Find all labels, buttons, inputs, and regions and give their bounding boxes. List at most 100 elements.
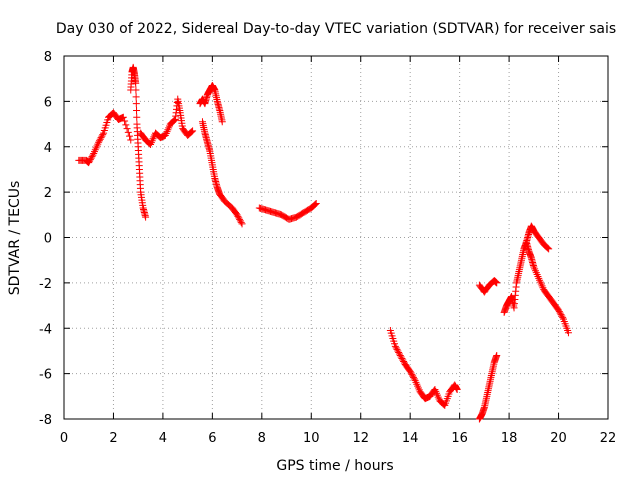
- series-segment-9: [475, 277, 501, 296]
- data-point: [86, 157, 94, 165]
- series-segment-8: [475, 351, 501, 423]
- data-point: [170, 117, 178, 125]
- data-point: [238, 220, 246, 228]
- data-point: [236, 217, 244, 225]
- series-segment-2: [127, 63, 150, 221]
- data-point: [409, 373, 417, 381]
- data-point: [132, 79, 140, 87]
- data-point: [132, 93, 140, 101]
- y-axis-label: SDTVAR / TECUs: [7, 181, 23, 296]
- x-tick-label: 18: [501, 431, 518, 446]
- y-axis-ticks: -8 -6 -4 -2 0 2 4 6 8: [39, 50, 608, 428]
- data-point: [85, 159, 93, 167]
- data-point: [234, 212, 242, 220]
- x-tick-label: 2: [109, 431, 117, 446]
- data-point: [395, 348, 403, 356]
- data-point: [233, 211, 241, 219]
- data-point: [189, 127, 197, 135]
- x-tick-label: 10: [303, 431, 320, 446]
- series-segment-1: [75, 109, 135, 167]
- data-point: [407, 369, 415, 377]
- data-point: [132, 100, 140, 108]
- y-tick-label: 6: [44, 95, 52, 110]
- data-point: [557, 311, 565, 319]
- data-point: [408, 370, 416, 378]
- data-point: [127, 136, 135, 144]
- x-tick-label: 16: [451, 431, 468, 446]
- x-tick-label: 6: [208, 431, 216, 446]
- plot-area-frame: [63, 55, 609, 420]
- y-tick-label: 0: [44, 232, 52, 247]
- series-segment-11: [522, 238, 572, 337]
- data-point: [86, 156, 94, 164]
- data-point: [453, 386, 461, 394]
- data-point: [121, 117, 129, 125]
- data-point: [312, 199, 320, 207]
- data-point: [87, 154, 95, 162]
- data-point: [218, 118, 226, 126]
- data-point: [96, 135, 104, 143]
- x-tick-label: 14: [402, 431, 419, 446]
- series-segment-4: [196, 81, 226, 126]
- data-point: [555, 306, 563, 314]
- y-tick-label: -8: [39, 413, 52, 428]
- data-point: [133, 113, 141, 121]
- data-point: [237, 218, 245, 226]
- data-point: [555, 308, 563, 316]
- data-point: [543, 243, 551, 251]
- data-point: [311, 201, 319, 209]
- data-point: [545, 245, 553, 253]
- data-point: [142, 213, 150, 221]
- data-point: [394, 347, 402, 355]
- x-tick-label: 4: [159, 431, 167, 446]
- data-point: [395, 350, 403, 358]
- y-tick-label: -4: [39, 322, 52, 337]
- data-point: [122, 121, 130, 129]
- data-point: [558, 312, 566, 320]
- series-segment-10: [500, 222, 553, 316]
- data-points: [75, 63, 572, 423]
- data-point: [398, 355, 406, 362]
- data-point: [392, 344, 400, 352]
- data-point: [133, 106, 141, 114]
- data-point: [98, 132, 106, 140]
- data-point: [564, 329, 572, 337]
- grid-lines: [64, 56, 608, 419]
- x-tick-label: 0: [60, 431, 68, 446]
- data-point: [556, 309, 564, 317]
- data-point: [235, 214, 243, 222]
- x-tick-label: 12: [352, 431, 369, 446]
- data-point: [397, 353, 405, 361]
- data-point: [126, 132, 134, 140]
- chart-title: Day 030 of 2022, Sidereal Day-to-day VTE…: [56, 21, 616, 37]
- series-segment-6: [255, 199, 320, 223]
- y-tick-label: -6: [39, 368, 52, 383]
- series-segment-3: [137, 95, 197, 148]
- y-tick-label: 8: [44, 50, 52, 65]
- data-point: [493, 279, 501, 287]
- data-point: [123, 125, 131, 133]
- data-point: [410, 375, 418, 383]
- data-point: [95, 137, 103, 145]
- data-point: [119, 113, 127, 121]
- data-point: [311, 200, 319, 208]
- y-tick-label: 2: [44, 186, 52, 201]
- x-tick-label: 20: [550, 431, 567, 446]
- data-point: [95, 138, 103, 146]
- data-point: [391, 342, 399, 350]
- data-point: [88, 153, 96, 161]
- data-point: [132, 86, 140, 94]
- x-tick-label: 8: [258, 431, 266, 446]
- y-tick-label: 4: [44, 141, 52, 156]
- data-point: [393, 345, 401, 353]
- data-point: [188, 128, 196, 136]
- series-segment-5: [198, 118, 246, 228]
- data-point: [440, 401, 448, 409]
- x-axis-label: GPS time / hours: [276, 458, 393, 474]
- data-point: [97, 134, 105, 142]
- series-segment-7: [386, 327, 461, 409]
- y-tick-label: -2: [39, 277, 52, 292]
- data-point: [544, 244, 552, 252]
- data-point: [236, 215, 244, 223]
